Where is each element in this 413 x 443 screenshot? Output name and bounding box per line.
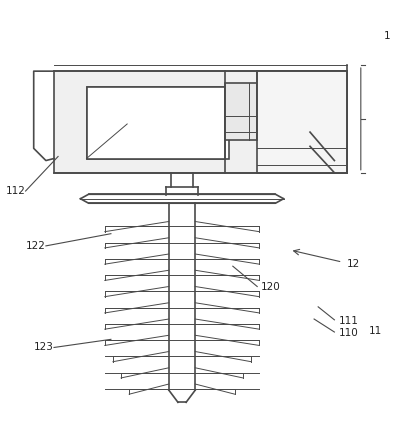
Text: 111: 111 (339, 316, 358, 326)
Text: 12: 12 (347, 259, 360, 269)
Text: 120: 120 (261, 281, 281, 291)
Bar (225, 83, 257, 140)
Text: 11: 11 (369, 326, 382, 336)
Text: 110: 110 (339, 328, 358, 338)
Bar (257, 71, 347, 173)
Text: 1: 1 (384, 31, 391, 40)
Text: 112: 112 (6, 186, 26, 196)
Bar (54, 71, 347, 173)
Bar (87, 87, 225, 159)
Bar (87, 87, 229, 159)
Text: 123: 123 (34, 342, 54, 353)
Text: 122: 122 (26, 241, 46, 251)
